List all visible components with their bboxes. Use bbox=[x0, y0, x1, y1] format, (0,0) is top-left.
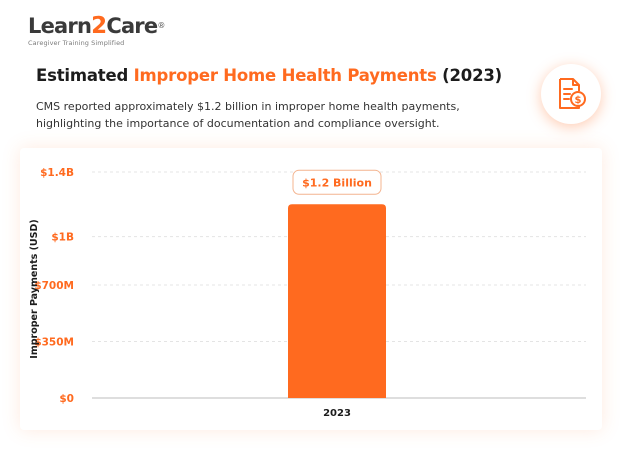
logo-prefix: Learn bbox=[28, 14, 92, 38]
logo-suffix: Care bbox=[106, 14, 158, 38]
document-dollar-icon: $ bbox=[559, 78, 586, 109]
y-tick-label: $1.4B bbox=[40, 167, 74, 179]
page-title: Estimated Improper Home Health Payments … bbox=[36, 66, 502, 85]
title-prefix: Estimated bbox=[36, 66, 134, 85]
chart-panel: $0 $350M $700M $1B $1.4B Improper Payments (U… bbox=[20, 148, 602, 430]
logo-wordmark: Learn2Care® bbox=[28, 14, 165, 38]
title-suffix: (2023) bbox=[436, 66, 502, 85]
x-tick-label: 2023 bbox=[323, 408, 351, 419]
title-highlight: Improper Home Health Payments bbox=[133, 66, 437, 85]
bar bbox=[288, 204, 386, 398]
page-subtitle: CMS reported approximately $1.2 billion … bbox=[36, 100, 460, 130]
y-tick-label: $700M bbox=[34, 280, 74, 292]
brand-logo: Learn2Care® Caregiver Training Simplifie… bbox=[28, 14, 165, 47]
y-tick-label: $350M bbox=[34, 337, 74, 349]
data-label: $1.2 Billion bbox=[302, 176, 372, 189]
document-dollar-icon-badge: $ bbox=[541, 64, 601, 124]
data-label-pill bbox=[292, 169, 382, 195]
y-axis-label: Improper Payments (USD) bbox=[29, 219, 40, 358]
logo-registered-mark: ® bbox=[157, 21, 165, 30]
y-tick-label: $0 bbox=[59, 393, 74, 405]
y-tick-label: $1B bbox=[51, 232, 74, 244]
svg-text:$: $ bbox=[575, 95, 582, 106]
bar-chart: $0 $350M $700M $1B $1.4B Improper Payments (U… bbox=[29, 167, 586, 419]
logo-tagline: Caregiver Training Simplified bbox=[28, 39, 125, 47]
logo-number: 2 bbox=[91, 13, 107, 39]
